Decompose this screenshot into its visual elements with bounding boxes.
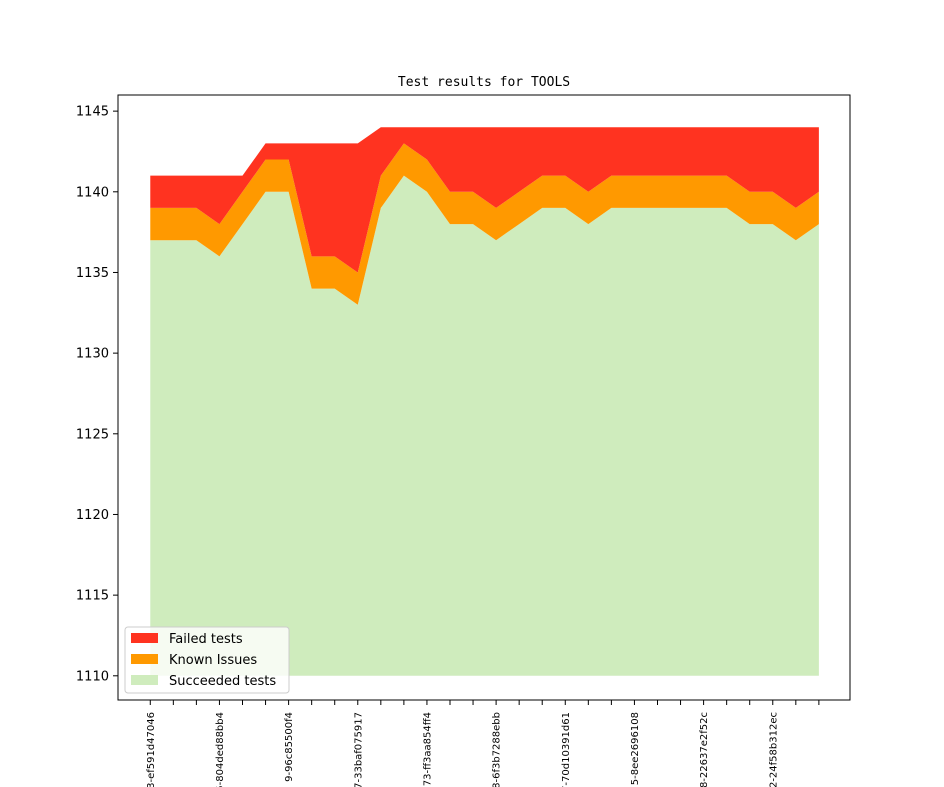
y-tick-label: 1110 — [76, 669, 109, 684]
x-tick-label: 9-96c85500f4 — [284, 712, 295, 782]
x-tick-label: 7-33baf075917 — [353, 712, 364, 787]
legend-label: Succeeded tests — [169, 674, 276, 689]
y-tick-label: 1140 — [76, 185, 109, 200]
y-tick-label: 1125 — [76, 427, 109, 442]
x-tick-label: 8-22637e2f52c — [699, 712, 710, 787]
x-tick-label: 5-8ee2696108 — [630, 712, 641, 785]
legend-box — [124, 626, 290, 694]
x-tick-label: 8-6f3b7288ebb — [492, 712, 503, 787]
area-failed-tests — [150, 127, 819, 273]
y-tick-label: 1145 — [76, 105, 109, 120]
plot-frame — [117, 94, 851, 701]
area-known-issues — [150, 143, 819, 305]
x-tick-label: 3-ef591d47046 — [146, 712, 157, 787]
x-tick-label: 7-70d10391d61 — [561, 712, 572, 787]
x-tick-label: 5-804ded88bb4 — [215, 712, 226, 787]
legend-label: Known Issues — [169, 653, 257, 668]
chart-title: Test results for TOOLS — [398, 75, 570, 90]
y-tick-label: 1130 — [76, 347, 109, 362]
x-axis: 3-ef591d47046 5-804ded88bb4 9-96c85500f4 7-… — [146, 700, 820, 787]
stacked-areas — [150, 127, 819, 676]
legend-swatch — [131, 675, 158, 685]
legend-swatch — [131, 633, 158, 643]
y-axis: 1110 1115 1120 1125 1130 1135 1140 1145 — [76, 105, 118, 684]
y-tick-label: 1115 — [76, 589, 109, 604]
legend-label: Failed tests — [169, 632, 243, 647]
x-tick-label: 2-24f58b312ec — [768, 712, 779, 787]
y-tick-label: 1135 — [76, 266, 109, 281]
legend: Failed tests Known Issues Succeeded tests — [124, 626, 290, 694]
x-tick-label: 73-ff3aa854ff4 — [422, 712, 433, 786]
area-succeeded-tests — [150, 175, 819, 676]
legend-swatch — [131, 654, 158, 664]
y-tick-label: 1120 — [76, 508, 109, 523]
